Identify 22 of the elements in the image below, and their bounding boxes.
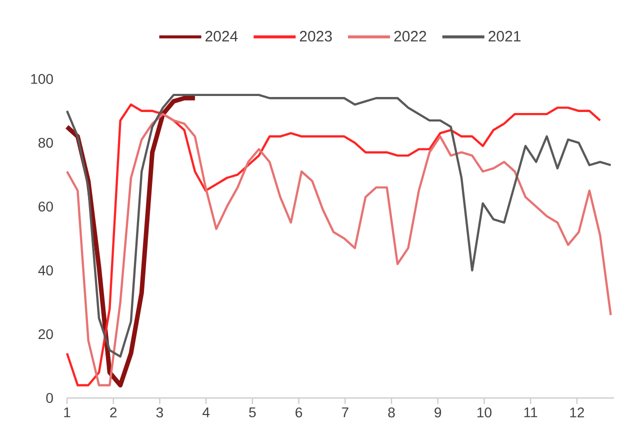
x-tick-label: 11: [524, 408, 538, 418]
legend-label: 2024: [206, 30, 238, 42]
x-tick-label: 1: [64, 408, 70, 418]
y-tick-label: 0: [46, 393, 53, 403]
y-tick-label: 100: [31, 74, 53, 84]
x-tick-label: 2: [110, 408, 117, 418]
x-tick-label: 12: [570, 408, 584, 418]
x-tick-label: 8: [388, 408, 395, 418]
x-tick-label: 5: [249, 408, 256, 418]
x-tick-label: 6: [296, 408, 302, 418]
legend-label: 2023: [300, 30, 332, 42]
x-tick-label: 3: [156, 408, 163, 418]
legend-label: 2022: [394, 30, 426, 42]
y-tick-label: 40: [38, 265, 53, 276]
x-tick-label: 4: [202, 408, 210, 418]
x-tick-label: 9: [434, 408, 442, 418]
x-tick-label: 10: [477, 408, 492, 418]
y-tick-label: 20: [38, 329, 53, 340]
legend-label: 2021: [488, 30, 520, 42]
x-tick-label: 7: [342, 408, 348, 418]
y-tick-label: 60: [38, 202, 53, 212]
y-tick-label: 80: [38, 138, 53, 148]
